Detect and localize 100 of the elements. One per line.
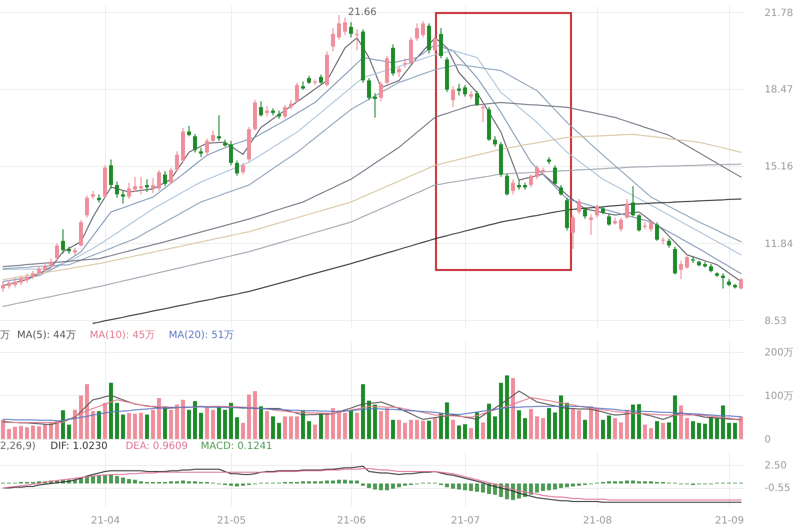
bar xyxy=(421,420,425,439)
candlestick xyxy=(13,278,17,288)
bar xyxy=(667,422,671,439)
bar xyxy=(547,408,551,439)
bar xyxy=(535,484,539,492)
candlestick xyxy=(571,214,575,250)
candlestick xyxy=(481,103,485,123)
bar xyxy=(121,414,125,439)
bar xyxy=(697,422,701,439)
candlestick xyxy=(265,105,269,117)
bar xyxy=(307,421,311,439)
bar xyxy=(133,480,137,484)
bar xyxy=(31,426,35,439)
bar xyxy=(325,412,329,439)
bar xyxy=(679,405,683,439)
candlestick xyxy=(511,178,515,195)
bar xyxy=(445,484,449,488)
bar xyxy=(415,420,419,439)
candlestick xyxy=(259,100,263,117)
candlestick xyxy=(85,194,89,218)
bar xyxy=(361,384,365,439)
bar xyxy=(469,484,473,491)
bar xyxy=(259,406,263,439)
bar xyxy=(643,424,647,439)
candlestick xyxy=(283,104,287,120)
bar xyxy=(571,408,575,439)
text: MACD: 0.1241 xyxy=(200,441,272,452)
bar xyxy=(175,404,179,439)
y-tick-label: -0.55 xyxy=(764,483,790,494)
bar xyxy=(391,420,395,439)
candlestick xyxy=(463,84,467,98)
bar xyxy=(427,420,431,439)
candlestick xyxy=(625,198,629,220)
bar xyxy=(229,402,233,439)
candlestick xyxy=(619,217,623,232)
bar xyxy=(739,416,743,439)
candlestick xyxy=(631,186,635,217)
y-tick-label: 100万 xyxy=(764,390,794,402)
bar xyxy=(397,484,401,488)
candlestick xyxy=(145,178,149,192)
bar xyxy=(715,418,719,439)
candlestick xyxy=(151,178,155,194)
candlestick xyxy=(331,28,335,52)
bar xyxy=(367,484,371,488)
candlestick xyxy=(157,169,161,192)
candlestick xyxy=(367,78,371,101)
bar xyxy=(241,422,245,439)
candlestick xyxy=(493,136,497,148)
candlestick xyxy=(235,160,239,176)
bar xyxy=(235,484,239,486)
bar xyxy=(517,410,521,439)
bar xyxy=(283,416,287,439)
bar xyxy=(217,406,221,439)
bar xyxy=(619,422,623,439)
candlestick xyxy=(319,74,323,84)
candlestick xyxy=(409,36,413,65)
candlestick xyxy=(133,176,137,192)
line-series xyxy=(92,198,742,324)
bar xyxy=(157,398,161,439)
bar xyxy=(127,412,131,439)
y-tick-label: 11.84 xyxy=(764,238,794,250)
bar xyxy=(571,484,575,486)
y-tick-label: 200万 xyxy=(764,347,794,358)
candlestick xyxy=(139,176,143,195)
bar xyxy=(727,422,731,439)
bar xyxy=(265,411,269,439)
y-tick-label: 2.50 xyxy=(764,460,787,472)
bar xyxy=(289,416,293,439)
candlestick xyxy=(535,164,539,180)
bar xyxy=(325,480,329,484)
candlestick xyxy=(553,164,557,186)
bar xyxy=(559,395,563,439)
candlestick xyxy=(289,100,293,110)
legend-title: 万 xyxy=(0,330,10,341)
bar xyxy=(661,422,665,439)
bar xyxy=(379,484,383,490)
bar xyxy=(277,422,281,439)
bar xyxy=(313,424,317,439)
bar xyxy=(625,480,629,484)
bar xyxy=(343,412,347,439)
bar xyxy=(451,420,455,439)
bar xyxy=(223,410,227,439)
x-tick-label: 21-06 xyxy=(336,516,366,526)
bar xyxy=(553,412,557,439)
candlestick xyxy=(517,180,521,190)
candlestick xyxy=(217,114,221,142)
candlestick xyxy=(127,182,131,200)
candlestick xyxy=(61,228,65,254)
candlestick xyxy=(433,34,437,53)
bar xyxy=(529,408,533,439)
candlestick xyxy=(25,272,29,284)
bar xyxy=(355,412,359,439)
line-series xyxy=(2,164,742,307)
bar xyxy=(7,428,11,439)
x-tick-label: 21-09 xyxy=(714,516,744,526)
bar xyxy=(115,476,119,484)
text: MA(20): 51万 xyxy=(168,330,234,341)
bar xyxy=(97,411,101,439)
bar xyxy=(349,480,353,484)
candlestick xyxy=(187,125,191,137)
